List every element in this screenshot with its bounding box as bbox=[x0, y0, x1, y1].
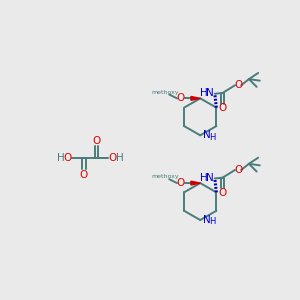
Text: O: O bbox=[109, 153, 117, 163]
Text: N: N bbox=[203, 130, 211, 140]
Polygon shape bbox=[191, 181, 200, 185]
Text: O: O bbox=[218, 103, 227, 113]
Text: O: O bbox=[92, 136, 101, 146]
Text: O: O bbox=[64, 153, 72, 163]
Text: N: N bbox=[203, 215, 211, 225]
Text: N: N bbox=[206, 173, 213, 183]
Text: H: H bbox=[209, 218, 215, 226]
Text: O: O bbox=[177, 178, 185, 188]
Text: methoxy: methoxy bbox=[152, 174, 179, 179]
Text: O: O bbox=[234, 165, 242, 175]
Text: H: H bbox=[200, 88, 208, 98]
Polygon shape bbox=[191, 96, 200, 100]
Text: O: O bbox=[177, 93, 185, 103]
Text: O: O bbox=[218, 188, 227, 198]
Text: O: O bbox=[80, 169, 88, 180]
Text: methoxy: methoxy bbox=[152, 90, 179, 95]
Text: H: H bbox=[209, 133, 215, 142]
Text: H: H bbox=[116, 153, 124, 163]
Text: N: N bbox=[206, 88, 213, 98]
Text: H: H bbox=[57, 153, 64, 163]
Text: O: O bbox=[234, 80, 242, 90]
Text: H: H bbox=[200, 173, 208, 183]
